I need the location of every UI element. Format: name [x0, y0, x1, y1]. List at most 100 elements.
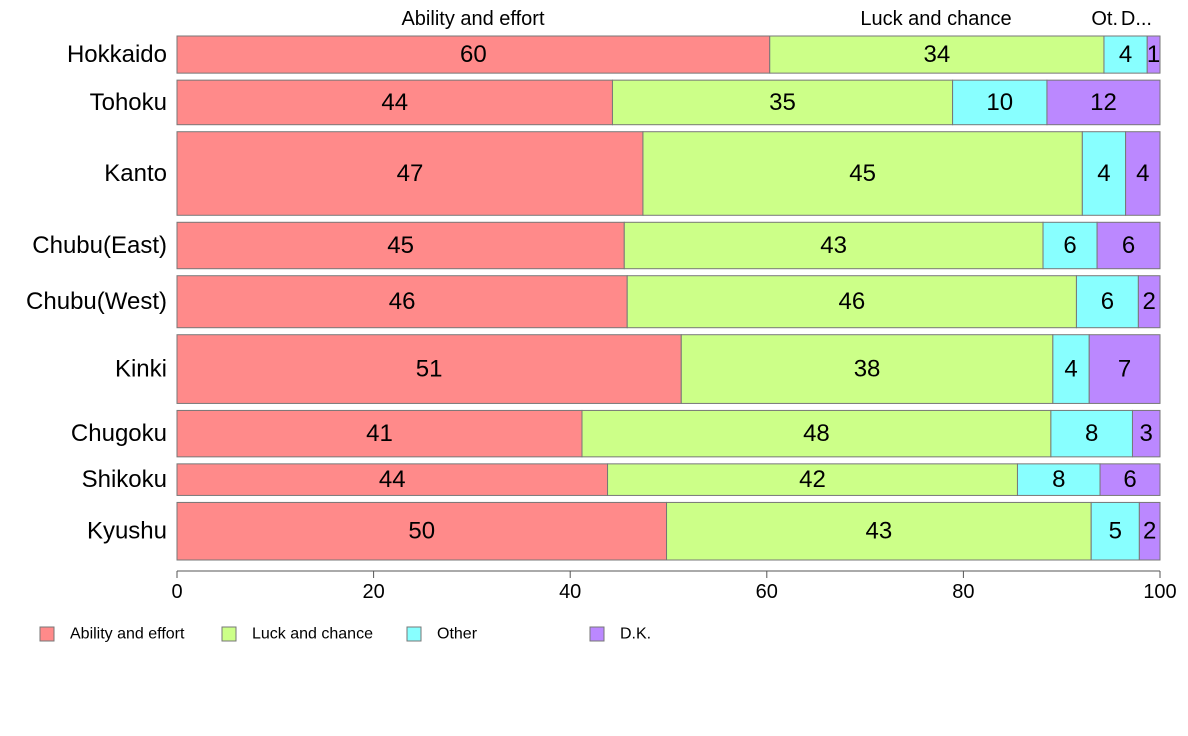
category-label-kinki: Kinki — [115, 356, 167, 383]
category-label-kyushu: Kyushu — [87, 518, 167, 545]
data-label: 12 — [1090, 89, 1117, 116]
bar-ability-and-effort-hokkaido — [176, 35, 771, 74]
x-tick-label: 0 — [171, 581, 182, 603]
data-label: 44 — [379, 466, 406, 493]
data-label: 2 — [1143, 288, 1156, 315]
legend-swatch — [39, 626, 55, 642]
bar-d-k-chugoku — [1131, 409, 1161, 458]
bar-d-k-kyushu — [1138, 501, 1161, 561]
bar-luck-and-chance-kinki — [680, 334, 1054, 404]
bar-other-kyushu — [1090, 501, 1140, 561]
bar-luck-and-chance-kyushu — [666, 501, 1092, 561]
bar-luck-and-chance-chubu-east — [623, 221, 1044, 270]
data-label: 7 — [1118, 356, 1131, 383]
bar-other-kanto — [1081, 131, 1127, 216]
category-label-chubu-west: Chubu(West) — [26, 288, 167, 315]
legend-item-other: Other — [406, 626, 478, 643]
bar-luck-and-chance-hokkaido — [769, 35, 1105, 74]
bar-d-k-tohoku — [1046, 79, 1161, 126]
legend-label: Ability and effort — [70, 626, 185, 643]
data-label: 10 — [986, 89, 1013, 116]
bar-row-chugoku: 41 48 8 3 — [176, 409, 1161, 458]
legend-swatch — [406, 626, 422, 642]
category-label-kanto: Kanto — [104, 160, 167, 187]
bar-luck-and-chance-chugoku — [581, 409, 1052, 458]
bar-other-chubu-west — [1075, 275, 1139, 329]
data-label: 4 — [1136, 160, 1149, 187]
data-label: 42 — [799, 466, 826, 493]
data-label: 5 — [1109, 518, 1122, 545]
data-label: 4 — [1097, 160, 1110, 187]
bar-luck-and-chance-chubu-west — [626, 275, 1077, 329]
column-header: Luck and chance — [860, 8, 1011, 30]
category-label-chugoku: Chugoku — [71, 420, 167, 447]
column-headers: Ability and effort Luck and chance Ot. D... — [401, 8, 1152, 30]
bar-ability-and-effort-kyushu — [176, 501, 668, 561]
bar-row-chubu-west: 46 46 6 2 — [176, 275, 1161, 329]
bar-row-kinki: 51 38 4 7 — [176, 334, 1161, 404]
legend: Ability and effort Luck and chance Other D.… — [39, 626, 651, 643]
x-tick-label: 40 — [559, 581, 581, 603]
data-label: 8 — [1052, 466, 1065, 493]
bar-other-tohoku — [952, 79, 1048, 126]
data-label: 46 — [389, 288, 416, 315]
data-label: 60 — [460, 41, 487, 68]
bar-d-k-kanto — [1125, 131, 1161, 216]
column-header: Ability and effort — [401, 8, 544, 30]
bar-other-shikoku — [1016, 463, 1101, 496]
x-tick-label: 20 — [362, 581, 384, 603]
x-tick-label: 60 — [756, 581, 778, 603]
legend-label: Other — [437, 626, 478, 643]
data-label: 51 — [416, 356, 443, 383]
bar-luck-and-chance-shikoku — [607, 463, 1018, 496]
bar-luck-and-chance-tohoku — [611, 79, 954, 126]
data-label: 38 — [854, 356, 881, 383]
data-label: 50 — [408, 518, 435, 545]
data-label: 6 — [1122, 232, 1135, 259]
category-label-chubu-east: Chubu(East) — [32, 232, 167, 259]
data-label: 45 — [387, 232, 414, 259]
data-label: 46 — [838, 288, 865, 315]
bar-d-k-hokkaido — [1146, 35, 1161, 74]
data-label: 48 — [803, 420, 830, 447]
category-label-shikoku: Shikoku — [82, 466, 167, 493]
legend-swatch — [589, 626, 605, 642]
data-label: 4 — [1119, 41, 1132, 68]
bar-d-k-shikoku — [1099, 463, 1161, 496]
bar-ability-and-effort-chubu-west — [176, 275, 628, 329]
x-tick-label: 100 — [1143, 581, 1176, 603]
legend-label: Luck and chance — [252, 626, 373, 643]
data-label: 6 — [1123, 466, 1136, 493]
category-labels: Hokkaido Tohoku Kanto Chubu(East) Chubu(West… — [26, 41, 167, 545]
bar-ability-and-effort-shikoku — [176, 463, 609, 496]
bar-row-kyushu: 50 43 5 2 — [176, 501, 1161, 561]
category-label-hokkaido: Hokkaido — [67, 41, 167, 68]
bar-row-hokkaido: 60 34 4 1 — [176, 35, 1161, 74]
bar-ability-and-effort-kanto — [176, 131, 644, 216]
bar-d-k-kinki — [1088, 334, 1161, 404]
x-axis: 0 20 40 60 80 100 — [171, 570, 1177, 603]
data-label: 43 — [820, 232, 847, 259]
column-header: Ot. — [1091, 8, 1118, 30]
legend-label: D.K. — [620, 626, 651, 643]
data-label: 3 — [1140, 420, 1153, 447]
data-label: 6 — [1063, 232, 1076, 259]
category-label-tohoku: Tohoku — [90, 89, 167, 116]
data-label: 4 — [1064, 356, 1077, 383]
data-label: 45 — [849, 160, 876, 187]
bar-other-chubu-east — [1042, 221, 1098, 270]
bar-other-hokkaido — [1103, 35, 1148, 74]
bar-row-shikoku: 44 42 8 6 — [176, 463, 1161, 496]
bar-row-chubu-east: 45 43 6 6 — [176, 221, 1161, 270]
data-label: 6 — [1101, 288, 1114, 315]
legend-item-d-k: D.K. — [589, 626, 651, 643]
data-label: 43 — [866, 518, 893, 545]
data-label: 8 — [1085, 420, 1098, 447]
bar-luck-and-chance-kanto — [642, 131, 1083, 216]
legend-item-luck-and-chance: Luck and chance — [221, 626, 373, 643]
bar-ability-and-effort-chugoku — [176, 409, 583, 458]
bar-row-tohoku: 44 35 10 12 — [176, 79, 1161, 126]
data-label: 47 — [397, 160, 424, 187]
